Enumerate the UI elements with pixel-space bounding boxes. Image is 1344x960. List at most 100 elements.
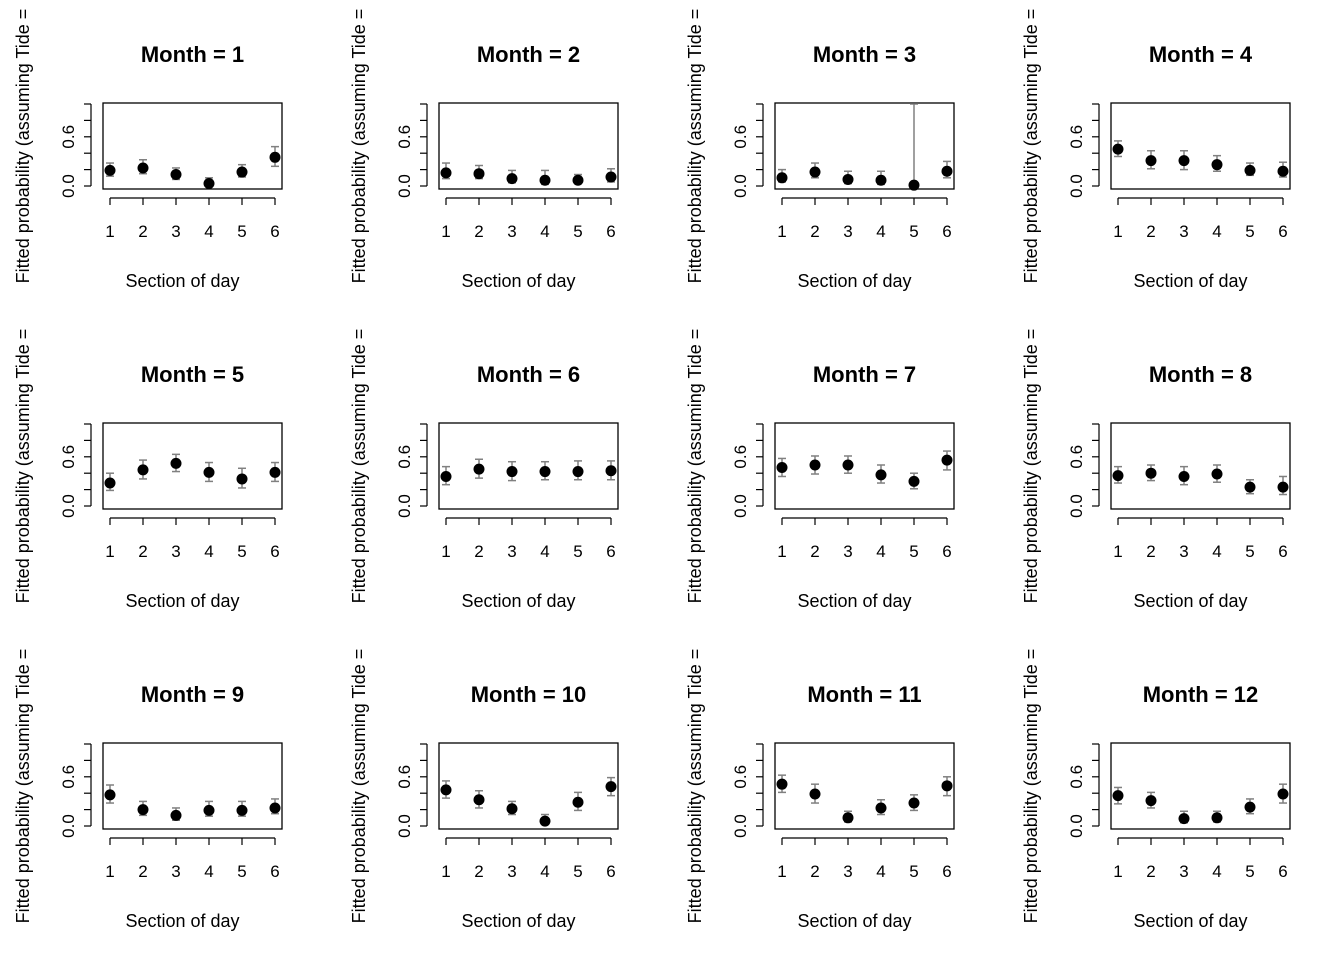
x-axis-label: Section of day <box>1133 271 1247 291</box>
panel-month-7: Month = 7 0.0 0.6 Fitted probability (assum… <box>685 329 955 611</box>
data-point-2 <box>473 164 485 180</box>
point-marker <box>170 809 182 821</box>
x-tick-label: 6 <box>606 542 615 561</box>
data-point-1 <box>776 774 788 794</box>
point-marker <box>1244 164 1256 176</box>
point-marker <box>605 465 617 477</box>
plot-frame <box>1110 102 1291 190</box>
y-tick-label: 0.6 <box>59 125 78 149</box>
y-tick-label: 0.0 <box>395 494 414 518</box>
point-marker <box>473 168 485 180</box>
x-axis-label: Section of day <box>461 591 575 611</box>
data-point-1 <box>440 465 452 486</box>
data-point-6 <box>269 145 281 168</box>
point-marker <box>809 166 821 178</box>
point-marker <box>269 151 281 163</box>
x-tick-label: 1 <box>441 222 450 241</box>
point-marker <box>203 178 215 190</box>
x-tick-label: 6 <box>942 542 951 561</box>
data-point-2 <box>1145 791 1157 809</box>
y-axis: 0.0 0.6 <box>1067 103 1100 198</box>
x-tick-label: 1 <box>441 542 450 561</box>
x-tick-label: 2 <box>138 862 147 881</box>
panel-month-8: Month = 8 0.0 0.6 Fitted probability (assum… <box>1021 329 1291 611</box>
data-point-3 <box>1178 810 1190 825</box>
data-point-2 <box>809 455 821 475</box>
point-marker <box>104 164 116 176</box>
data-point-2 <box>1145 464 1157 482</box>
x-tick-label: 5 <box>237 862 246 881</box>
x-axis: 1 2 3 4 5 6 <box>777 197 952 241</box>
x-tick-label: 1 <box>777 862 786 881</box>
x-tick-label: 3 <box>171 542 180 561</box>
x-axis: 1 2 3 4 5 6 <box>1113 197 1288 241</box>
point-marker <box>875 469 887 481</box>
y-tick-label: 0.6 <box>1067 125 1086 149</box>
point-marker <box>1244 801 1256 813</box>
x-tick-label: 3 <box>507 222 516 241</box>
point-marker <box>1277 165 1289 177</box>
point-marker <box>908 179 920 191</box>
x-axis-label: Section of day <box>125 911 239 931</box>
point-marker <box>1178 813 1190 825</box>
x-tick-label: 3 <box>507 542 516 561</box>
point-marker <box>506 466 518 478</box>
x-tick-label: 2 <box>810 222 819 241</box>
panel-month-10: Month = 10 0.0 0.6 Fitted probability (assu… <box>349 649 619 931</box>
data-point-1 <box>440 162 452 180</box>
x-tick-label: 4 <box>540 542 549 561</box>
panel-title: Month = 12 <box>1143 682 1259 707</box>
y-tick-label: 0.0 <box>731 814 750 838</box>
data-point-5 <box>1244 162 1256 177</box>
y-tick-label: 0.6 <box>731 445 750 469</box>
data-point-4 <box>1211 810 1223 824</box>
data-point-3 <box>506 169 518 185</box>
x-tick-label: 1 <box>105 542 114 561</box>
point-marker <box>941 454 953 466</box>
x-axis-label: Section of day <box>125 271 239 291</box>
x-tick-label: 6 <box>606 222 615 241</box>
x-axis: 1 2 3 4 5 6 <box>441 197 616 241</box>
x-tick-label: 2 <box>1146 222 1155 241</box>
plot-frame <box>102 742 283 830</box>
data-point-4 <box>203 461 215 483</box>
data-point-5 <box>1244 479 1256 495</box>
data-point-1 <box>1112 786 1124 805</box>
point-marker <box>1211 468 1223 480</box>
x-tick-label: 2 <box>1146 862 1155 881</box>
panel-title: Month = 4 <box>1149 42 1253 67</box>
panel-title: Month = 1 <box>141 42 244 67</box>
x-tick-label: 3 <box>171 222 180 241</box>
point-marker <box>236 804 248 816</box>
point-marker <box>1178 155 1190 167</box>
y-tick-label: 0.0 <box>59 814 78 838</box>
point-marker <box>104 477 116 489</box>
y-axis-label: Fitted probability (assuming Tide = <box>13 9 33 284</box>
point-marker <box>170 169 182 181</box>
data-point-4 <box>539 460 551 481</box>
data-point-1 <box>440 780 452 799</box>
y-tick-label: 0.6 <box>731 765 750 789</box>
data-point-5 <box>572 173 584 186</box>
x-axis-label: Section of day <box>1133 911 1247 931</box>
y-axis-label: Fitted probability (assuming Tide = <box>13 329 33 604</box>
plot-frame <box>102 102 283 190</box>
x-tick-label: 6 <box>1278 862 1287 881</box>
y-tick-label: 0.0 <box>59 174 78 198</box>
x-tick-label: 2 <box>810 542 819 561</box>
y-axis-label: Fitted probability (assuming Tide = <box>685 9 705 284</box>
data-point-1 <box>776 168 788 184</box>
data-point-6 <box>269 461 281 483</box>
y-axis: 0.0 0.6 <box>731 103 764 198</box>
data-point-5 <box>236 163 248 178</box>
point-marker <box>908 797 920 809</box>
point-marker <box>137 162 149 174</box>
y-tick-label: 0.0 <box>731 494 750 518</box>
data-point-6 <box>941 776 953 797</box>
x-axis-label: Section of day <box>125 591 239 611</box>
data-point-6 <box>941 160 953 179</box>
point-marker <box>809 788 821 800</box>
y-axis-label: Fitted probability (assuming Tide = <box>349 649 369 924</box>
point-marker <box>1145 795 1157 807</box>
x-tick-label: 6 <box>1278 222 1287 241</box>
